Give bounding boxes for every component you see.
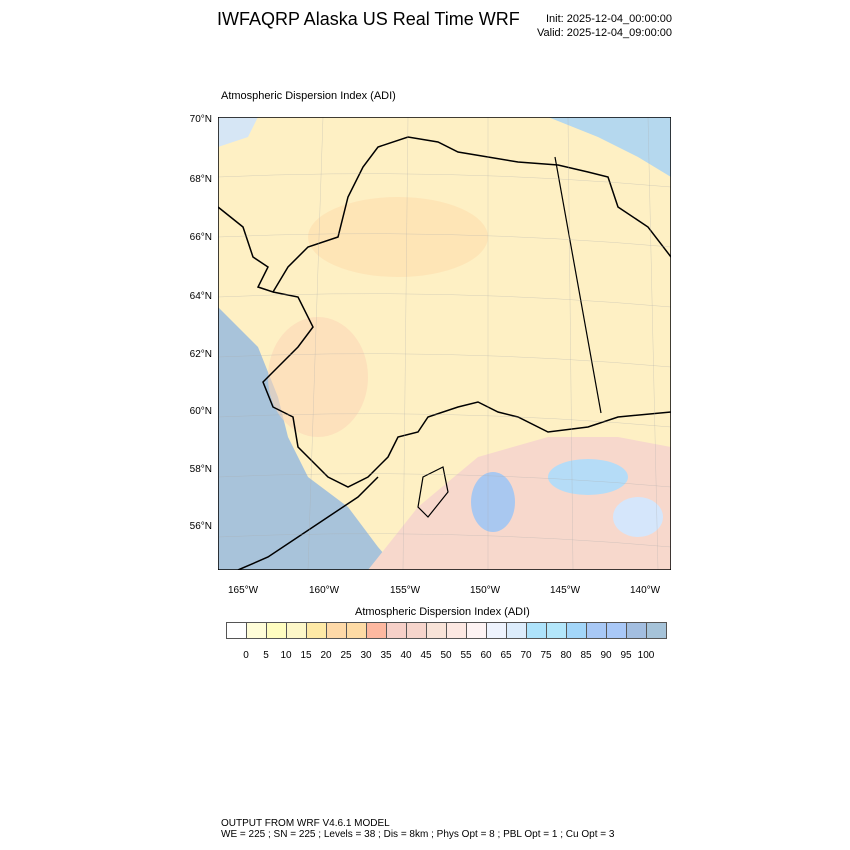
colorbar-label: 60 [480,650,492,661]
lon-label: 165°W [228,585,259,596]
colorbar-cell [647,623,666,638]
lat-label: 56°N [189,521,212,532]
colorbar-label: 0 [243,650,249,661]
adi-map [218,117,671,570]
colorbar-cell [327,623,347,638]
colorbar-label: 10 [280,650,292,661]
colorbar-cell [507,623,527,638]
lat-label: 68°N [189,174,212,185]
colorbar-label: 40 [400,650,412,661]
colorbar-label: 70 [520,650,532,661]
colorbar-cell [307,623,327,638]
lat-label: 64°N [189,291,212,302]
colorbar-cell [247,623,267,638]
colorbar-label: 85 [580,650,592,661]
lon-label: 145°W [550,585,581,596]
colorbar-cell [607,623,627,638]
colorbar-label: 25 [340,650,352,661]
footer-settings: WE = 225 ; SN = 225 ; Levels = 38 ; Dis … [221,829,615,840]
gulf-blue-patch [471,472,515,532]
colorbar-label: 20 [320,650,332,661]
colorbar-cell [627,623,647,638]
colorbar-cell [447,623,467,638]
colorbar-label: 80 [560,650,572,661]
map-subtitle: Atmospheric Dispersion Index (ADI) [221,90,396,102]
arctic-blue-west [218,117,258,147]
colorbar-cell [287,623,307,638]
lat-label: 62°N [189,349,212,360]
colorbar-cell [587,623,607,638]
lon-label: 155°W [390,585,421,596]
colorbar-label: 65 [500,650,512,661]
colorbar-cell [427,623,447,638]
lon-label: 140°W [630,585,661,596]
colorbar-cell [407,623,427,638]
bering-sea-region [218,307,398,570]
land-orange-patch-2 [268,317,368,437]
coastline [218,136,671,293]
colorbar-label: 55 [460,650,472,661]
colorbar-label: 5 [263,650,269,661]
colorbar [226,622,667,639]
graticule [218,117,671,570]
colorbar-label: 35 [380,650,392,661]
figure-title: IWFAQRP Alaska US Real Time WRF [217,9,520,29]
lat-label: 58°N [189,464,212,475]
colorbar-label: 45 [420,650,432,661]
colorbar-label: 30 [360,650,372,661]
colorbar-label: 95 [620,650,632,661]
colorbar-cell [267,623,287,638]
gulf-blue-patch-2 [548,459,628,495]
colorbar-cell [567,623,587,638]
colorbar-label: 50 [440,650,452,661]
lat-label: 60°N [189,406,212,417]
colorbar-cell [547,623,567,638]
alaska-peninsula [237,476,379,570]
colorbar-label: 75 [540,650,552,661]
lat-label: 66°N [189,232,212,243]
lat-label: 70°N [189,114,212,125]
colorbar-label: 15 [300,650,312,661]
colorbar-cell [467,623,487,638]
canada-border [554,156,602,414]
gulf-blue-patch-3 [613,497,663,537]
colorbar-cell [367,623,387,638]
colorbar-cell [487,623,507,638]
lon-label: 160°W [309,585,340,596]
init-time: Init: 2025-12-04_00:00:00 [546,13,672,25]
valid-time: Valid: 2025-12-04_09:00:00 [537,27,672,39]
colorbar-cell [387,623,407,638]
colorbar-cell [527,623,547,638]
colorbar-label: 100 [637,650,655,661]
kodiak-island [417,466,449,518]
colorbar-label: 90 [600,650,612,661]
colorbar-title: Atmospheric Dispersion Index (ADI) [355,606,530,618]
colorbar-cell [227,623,247,638]
colorbar-cell [347,623,367,638]
land-orange-patch [308,197,488,277]
lon-label: 150°W [470,585,501,596]
arctic-blue-region [548,117,671,177]
footer-model: OUTPUT FROM WRF V4.6.1 MODEL [221,818,390,829]
